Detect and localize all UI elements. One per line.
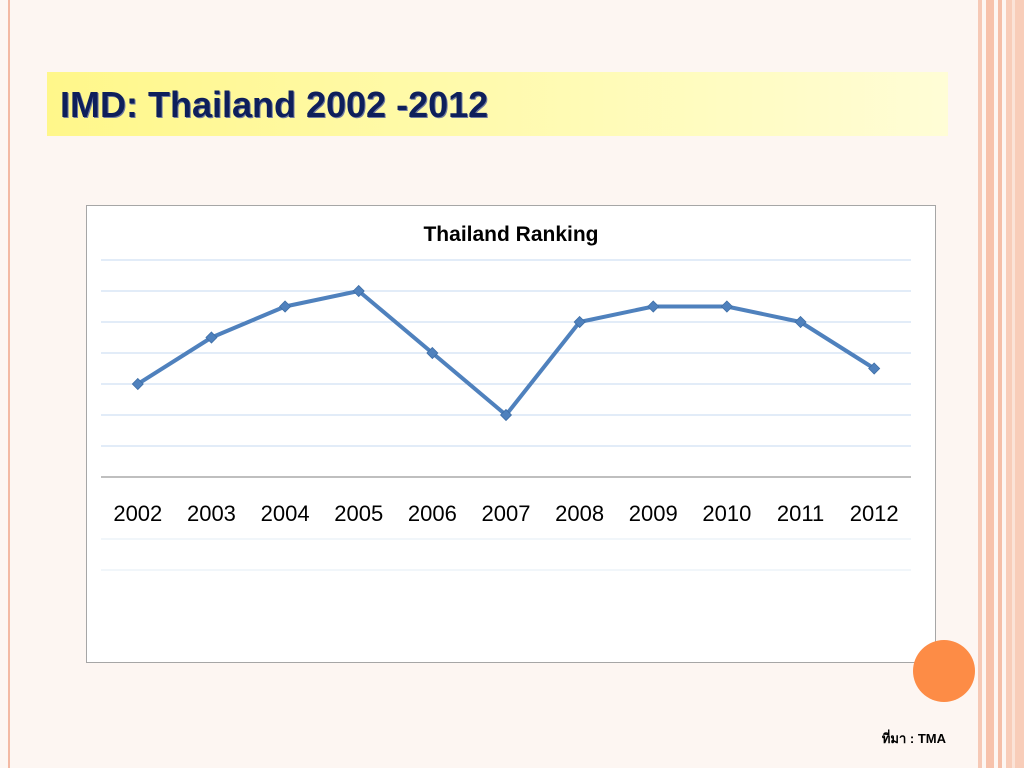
right-decor-stripe — [998, 0, 1002, 768]
x-tick-label: 2003 — [187, 501, 236, 526]
x-tick-label: 2005 — [334, 501, 383, 526]
data-point-marker — [131, 377, 144, 391]
data-point-marker — [499, 408, 513, 422]
data-point-marker — [426, 346, 439, 360]
data-point-marker — [573, 315, 586, 329]
slide-title: IMD: Thailand 2002 -2012 — [60, 84, 489, 125]
decorative-circle — [913, 640, 975, 702]
chart-container: Thailand Ranking 2002 2003 2004 2005 2006 2007… — [86, 205, 936, 663]
right-decor-stripe — [986, 0, 994, 768]
right-decor-stripe — [1012, 0, 1015, 768]
x-tick-label: 2006 — [408, 501, 457, 526]
x-tick-label: 2010 — [702, 501, 751, 526]
data-point-marker — [794, 315, 807, 329]
x-tick-label: 2011 — [777, 501, 824, 526]
chart-title: Thailand Ranking — [423, 223, 598, 246]
right-decor-stripe — [1006, 0, 1024, 768]
data-point-marker — [205, 331, 218, 344]
right-decor-stripe — [978, 0, 982, 768]
data-point-marker — [868, 362, 881, 375]
data-point-marker — [647, 300, 660, 313]
data-point-marker — [279, 300, 292, 313]
x-tick-label: 2009 — [629, 501, 678, 526]
data-point-marker — [720, 300, 733, 313]
source-note: ที่มา : TMA — [881, 731, 946, 746]
x-tick-label: 2004 — [261, 501, 310, 526]
x-tick-label: 2008 — [555, 501, 604, 526]
title-band — [47, 72, 948, 136]
x-tick-label: 2012 — [850, 501, 899, 526]
x-tick-label: 2002 — [113, 501, 162, 526]
line-chart: Thailand Ranking 2002 2003 2004 2005 2006 2007… — [101, 223, 911, 571]
x-tick-label: 2007 — [482, 501, 531, 526]
left-border-line — [8, 0, 10, 768]
data-point-marker — [352, 284, 365, 298]
